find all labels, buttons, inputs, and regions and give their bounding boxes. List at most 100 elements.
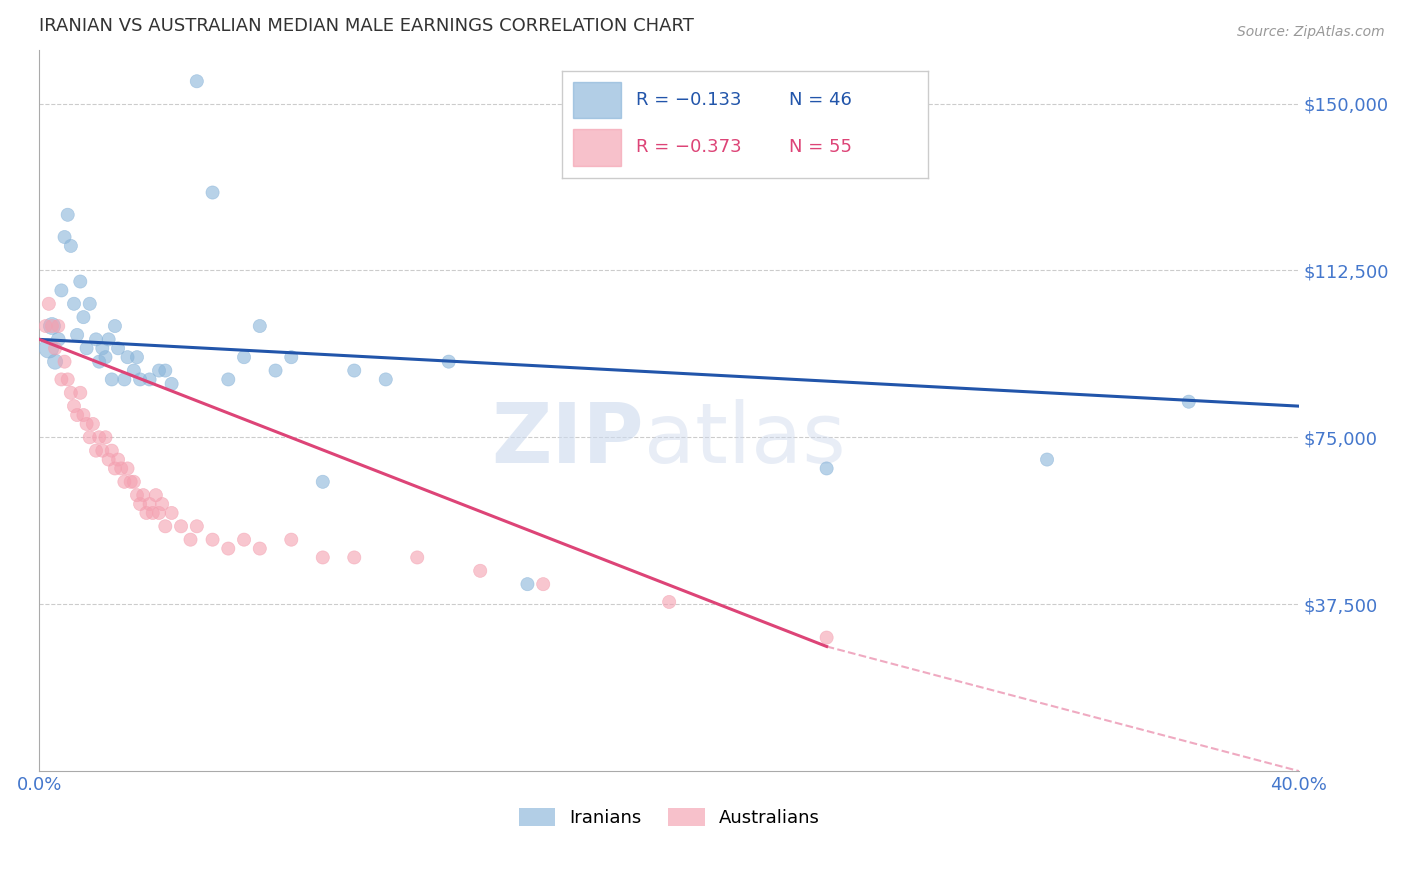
Point <box>59 385 82 400</box>
Point <box>142 506 165 520</box>
Point <box>89 430 111 444</box>
Point <box>53 230 76 244</box>
Point <box>51 372 73 386</box>
Point <box>97 332 120 346</box>
Point <box>76 341 98 355</box>
Point <box>46 319 69 334</box>
Point <box>312 475 335 489</box>
Point <box>815 461 838 475</box>
Point <box>44 341 66 355</box>
Point <box>150 497 173 511</box>
Point <box>94 350 117 364</box>
Point <box>148 363 170 377</box>
Point <box>201 533 224 547</box>
Point <box>343 550 366 565</box>
Point <box>38 341 60 355</box>
Bar <box>574 129 621 166</box>
Text: atlas: atlas <box>644 399 846 480</box>
Point <box>110 461 132 475</box>
Point <box>186 74 208 88</box>
Point <box>101 372 124 386</box>
Point <box>38 297 60 311</box>
Text: R = −0.373: R = −0.373 <box>636 138 741 156</box>
Point <box>233 533 256 547</box>
Point <box>170 519 193 533</box>
Point <box>117 350 139 364</box>
Point <box>107 452 129 467</box>
Point <box>97 452 120 467</box>
Point <box>122 475 145 489</box>
Point <box>41 319 63 334</box>
Point <box>41 319 63 334</box>
Point <box>89 354 111 368</box>
Point <box>104 461 127 475</box>
Point <box>59 239 82 253</box>
Point <box>117 461 139 475</box>
Point <box>125 350 148 364</box>
Point <box>160 376 183 391</box>
Text: ZIP: ZIP <box>492 399 644 480</box>
Text: IRANIAN VS AUSTRALIAN MEDIAN MALE EARNINGS CORRELATION CHART: IRANIAN VS AUSTRALIAN MEDIAN MALE EARNIN… <box>39 17 695 35</box>
Point <box>72 310 94 325</box>
Point <box>374 372 396 386</box>
Point <box>112 372 135 386</box>
Point <box>138 497 160 511</box>
Point <box>112 475 135 489</box>
Point <box>84 332 107 346</box>
Point <box>343 363 366 377</box>
Point <box>280 533 302 547</box>
Point <box>233 350 256 364</box>
Point <box>138 372 160 386</box>
Point <box>94 430 117 444</box>
Point <box>72 408 94 422</box>
Point <box>179 533 201 547</box>
Point <box>69 275 91 289</box>
Point <box>155 363 177 377</box>
Point <box>101 443 124 458</box>
Point <box>107 341 129 355</box>
Point <box>125 488 148 502</box>
Point <box>145 488 167 502</box>
Point <box>135 506 157 520</box>
Point <box>66 327 89 342</box>
Point <box>69 385 91 400</box>
Point <box>264 363 287 377</box>
Legend: Iranians, Australians: Iranians, Australians <box>512 800 827 834</box>
Bar <box>574 82 621 119</box>
Point <box>160 506 183 520</box>
Point <box>53 354 76 368</box>
Point <box>129 497 152 511</box>
Point <box>76 417 98 431</box>
Text: R = −0.133: R = −0.133 <box>636 91 741 109</box>
Text: N = 55: N = 55 <box>789 138 852 156</box>
Point <box>437 354 460 368</box>
Point <box>84 443 107 458</box>
Point <box>815 631 838 645</box>
Point <box>186 519 208 533</box>
Point <box>249 541 271 556</box>
Text: Source: ZipAtlas.com: Source: ZipAtlas.com <box>1237 25 1385 39</box>
Point <box>82 417 104 431</box>
Point <box>34 319 56 334</box>
Point <box>280 350 302 364</box>
Point <box>470 564 492 578</box>
Point <box>516 577 538 591</box>
Point <box>217 372 239 386</box>
Point <box>148 506 170 520</box>
Point <box>51 284 73 298</box>
Point <box>46 332 69 346</box>
Point <box>249 319 271 334</box>
Point <box>91 443 114 458</box>
Point <box>120 475 142 489</box>
Point <box>155 519 177 533</box>
Point <box>312 550 335 565</box>
Point <box>132 488 155 502</box>
Point <box>66 408 89 422</box>
Point <box>56 372 79 386</box>
Point <box>201 186 224 200</box>
Text: N = 46: N = 46 <box>789 91 852 109</box>
Point <box>63 399 86 413</box>
Point <box>1036 452 1059 467</box>
Point <box>91 341 114 355</box>
Point <box>79 297 101 311</box>
